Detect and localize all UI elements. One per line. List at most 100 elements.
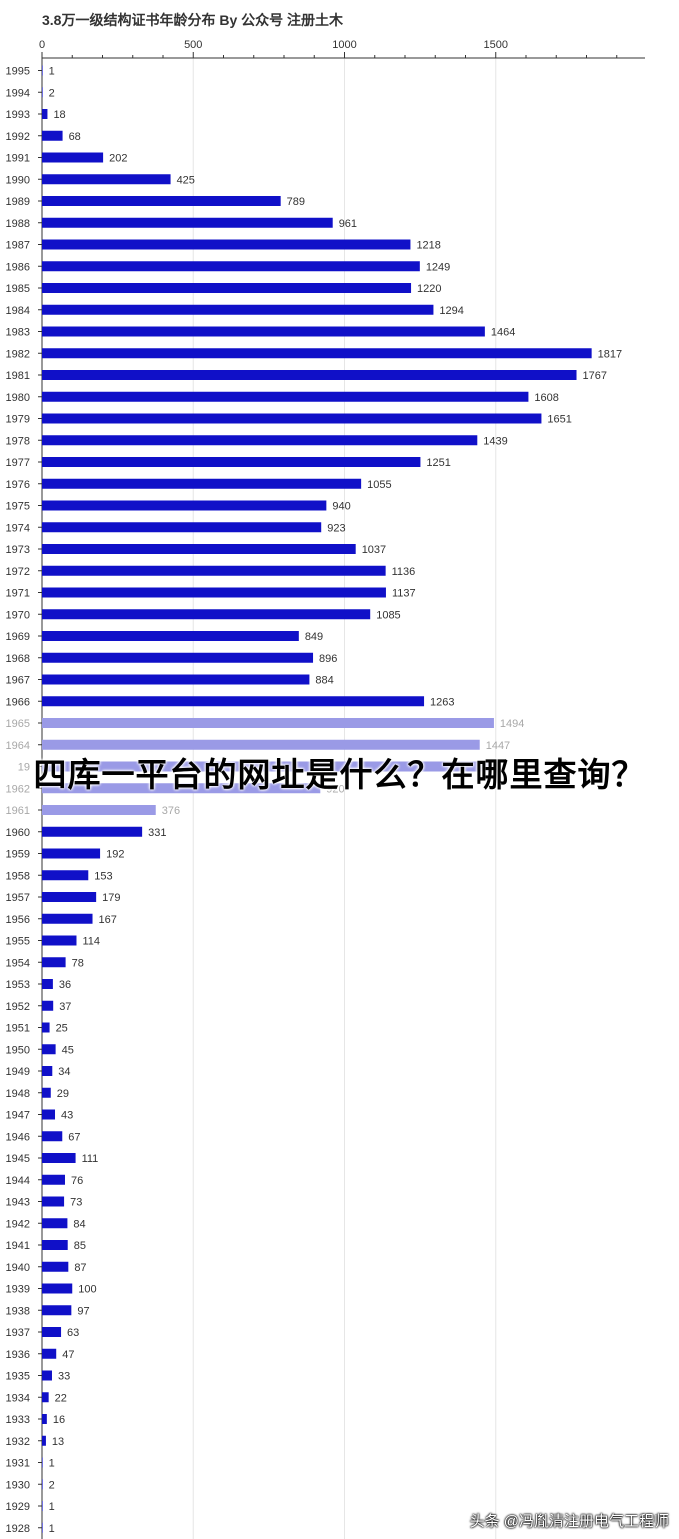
value-label: 1817 (598, 348, 622, 360)
bar (42, 1000, 54, 1011)
category-label: 1935 (6, 1371, 30, 1383)
value-label: 1137 (392, 588, 416, 600)
category-label: 1962 (6, 783, 30, 795)
bar (42, 1392, 49, 1403)
value-label: 1464 (491, 327, 515, 339)
category-label: 1995 (6, 66, 30, 78)
value-label: 25 (56, 1023, 68, 1035)
bar (42, 109, 48, 119)
bar (42, 848, 101, 859)
bars (42, 65, 592, 1533)
bar (42, 1240, 68, 1250)
value-label: 36 (59, 979, 71, 991)
bar (42, 304, 434, 315)
bar (42, 913, 93, 924)
bar (42, 391, 529, 402)
bar (42, 935, 77, 946)
category-label: 1955 (6, 936, 30, 948)
x-tick-label: 1500 (484, 39, 508, 51)
value-label: 33 (58, 1371, 70, 1383)
bar (42, 87, 43, 98)
bar (42, 565, 386, 576)
value-label: 1294 (439, 305, 463, 317)
category-label: 1992 (6, 131, 30, 143)
bar (42, 718, 494, 728)
category-label: 1977 (6, 457, 30, 469)
value-label: 87 (74, 1262, 86, 1274)
bar (42, 1348, 57, 1359)
category-label: 1994 (6, 87, 30, 99)
bar (42, 239, 411, 250)
category-label: 1928 (6, 1523, 30, 1535)
bar (42, 1196, 65, 1207)
value-label: 425 (177, 174, 195, 186)
bar (42, 1501, 43, 1511)
value-label: 22 (55, 1392, 67, 1404)
bar (42, 65, 43, 76)
category-label: 1983 (6, 327, 30, 339)
bar (42, 1131, 63, 1142)
value-label: 97 (77, 1305, 89, 1317)
x-tick-label: 1000 (332, 39, 356, 51)
value-label: 76 (71, 1175, 83, 1187)
category-label: 1954 (6, 957, 30, 969)
value-label: 1136 (392, 566, 416, 578)
value-label: 153 (94, 870, 112, 882)
category-label: 1981 (6, 370, 30, 382)
category-label: 1950 (6, 1044, 30, 1056)
category-label: 1975 (6, 501, 30, 513)
category-label: 1939 (6, 1284, 30, 1296)
category-label: 1991 (6, 153, 30, 165)
bar (42, 522, 322, 533)
category-label: 1972 (6, 566, 30, 578)
bar (42, 892, 97, 902)
category-label: 1966 (6, 696, 30, 708)
bar (42, 1174, 65, 1185)
bar (42, 152, 104, 163)
chart-title: 3.8万一级结构证书年龄分布 By 公众号 注册土木 (42, 12, 344, 28)
bar (42, 1522, 43, 1533)
category-label: 1990 (6, 174, 30, 186)
value-label: 68 (69, 131, 81, 143)
bar (42, 217, 333, 228)
category-label: 1953 (6, 979, 30, 991)
overlay-banner-text: 四库一平台的网址是什么？在哪里查询？ (33, 756, 646, 793)
category-label: 1938 (6, 1305, 30, 1317)
bar (42, 1370, 52, 1381)
value-label: 1251 (426, 457, 450, 469)
bar (42, 696, 425, 707)
bar (42, 587, 386, 598)
category-label: 1951 (6, 1023, 30, 1035)
category-label: 1960 (6, 827, 30, 839)
category-label: 1958 (6, 870, 30, 882)
grid-lines (192, 58, 497, 1539)
category-label: 1934 (6, 1392, 30, 1404)
value-label: 37 (59, 1001, 71, 1013)
value-label: 1263 (430, 696, 454, 708)
bar (42, 609, 371, 620)
value-label: 1767 (583, 370, 607, 382)
category-label: 1969 (6, 631, 30, 643)
value-label: 331 (148, 827, 166, 839)
category-label: 1956 (6, 914, 30, 926)
value-label: 1218 (416, 240, 440, 252)
category-label: 1980 (6, 392, 30, 404)
value-label: 940 (332, 501, 350, 513)
value-label: 1 (49, 1523, 55, 1535)
bar (42, 174, 171, 185)
bar (42, 130, 63, 141)
value-label: 884 (315, 675, 333, 687)
category-label: 1968 (6, 653, 30, 665)
bar (42, 805, 156, 815)
bar (42, 1218, 68, 1229)
value-label: 1651 (547, 414, 571, 426)
value-label: 376 (162, 805, 180, 817)
category-label: 1929 (6, 1501, 30, 1513)
value-label: 1 (49, 1501, 55, 1513)
category-label: 1942 (6, 1218, 30, 1230)
value-label: 179 (102, 892, 120, 904)
value-label: 789 (287, 196, 305, 208)
category-label: 1946 (6, 1131, 30, 1143)
category-label: 1947 (6, 1110, 30, 1122)
value-label: 896 (319, 653, 337, 665)
